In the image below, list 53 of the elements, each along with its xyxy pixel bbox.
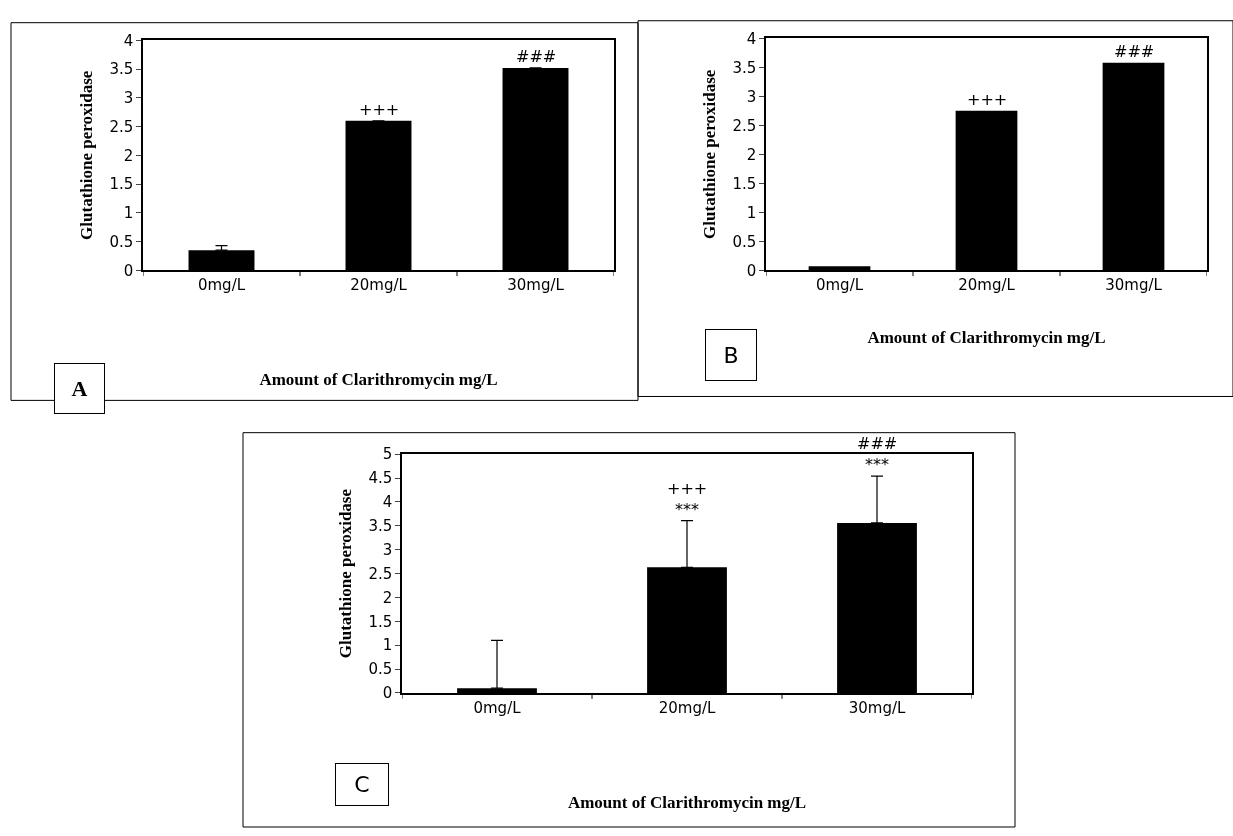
- y-tick-label: 1.5: [109, 175, 134, 194]
- annotation: +++: [967, 90, 1008, 109]
- text: A: [71, 376, 88, 401]
- y-tick-label: 0.5: [732, 232, 757, 251]
- y-tick-label: 0: [382, 684, 393, 703]
- y-tick-label: 0.5: [368, 660, 393, 679]
- y-tick-label: 3.5: [732, 58, 757, 77]
- y-tick-label: 0: [123, 261, 134, 280]
- x-tick-label: 30mg/L: [848, 698, 906, 717]
- x-tick-label: 0mg/L: [815, 276, 864, 294]
- annotation: ###: [516, 47, 557, 66]
- y-tick-label: 4.5: [368, 469, 393, 488]
- x-tick-label: 30mg/L: [507, 276, 565, 294]
- y-tick-label: 2.5: [368, 564, 393, 583]
- y-tick-label: 2.5: [732, 116, 757, 135]
- y-tick-label: 2.5: [109, 117, 134, 136]
- x-tick-label: 20mg/L: [350, 276, 408, 294]
- x-axis-title: Amount of Clarithromycin mg/L: [259, 369, 498, 389]
- y-tick-label: 1: [382, 636, 393, 655]
- y-tick-label: 5: [382, 445, 393, 464]
- annotation: ### ***: [857, 434, 898, 474]
- y-tick-label: 3: [123, 89, 134, 108]
- x-axis-title: Amount of Clarithromycin mg/L: [867, 327, 1106, 347]
- x-tick-label: 20mg/L: [958, 276, 1016, 294]
- x-tick-label: 20mg/L: [658, 698, 716, 717]
- x-tick-label: 0mg/L: [473, 698, 522, 717]
- y-tick-label: 4: [746, 29, 757, 48]
- y-axis-title: Glutathione peroxidase: [336, 488, 356, 659]
- y-tick-label: 1.5: [368, 612, 393, 631]
- y-axis-title: Glutathione peroxidase: [77, 70, 97, 240]
- text: C: [354, 772, 370, 797]
- annotation: +++ ***: [667, 479, 708, 519]
- y-tick-label: 2: [746, 145, 757, 164]
- x-axis-title: Amount of Clarithromycin mg/L: [567, 792, 807, 812]
- y-tick-label: 3: [746, 87, 757, 106]
- y-tick-label: 1.5: [732, 174, 757, 193]
- y-tick-label: 4: [123, 31, 134, 50]
- x-tick-label: 0mg/L: [197, 276, 246, 294]
- x-tick-label: 30mg/L: [1105, 276, 1163, 294]
- y-tick-label: 0: [746, 261, 757, 280]
- y-axis-title: Glutathione peroxidase: [700, 69, 720, 239]
- text: B: [723, 342, 739, 368]
- annotation: +++: [359, 100, 400, 119]
- y-tick-label: 2: [382, 588, 393, 607]
- y-tick-label: 3.5: [109, 60, 134, 79]
- annotation: ###: [1114, 42, 1155, 61]
- y-tick-label: 4: [382, 493, 393, 512]
- y-tick-label: 3.5: [368, 517, 393, 536]
- y-tick-label: 3: [382, 540, 393, 559]
- y-tick-label: 1: [123, 204, 134, 223]
- y-tick-label: 1: [746, 203, 757, 222]
- y-tick-label: 0.5: [109, 232, 134, 251]
- y-tick-label: 2: [123, 146, 134, 165]
